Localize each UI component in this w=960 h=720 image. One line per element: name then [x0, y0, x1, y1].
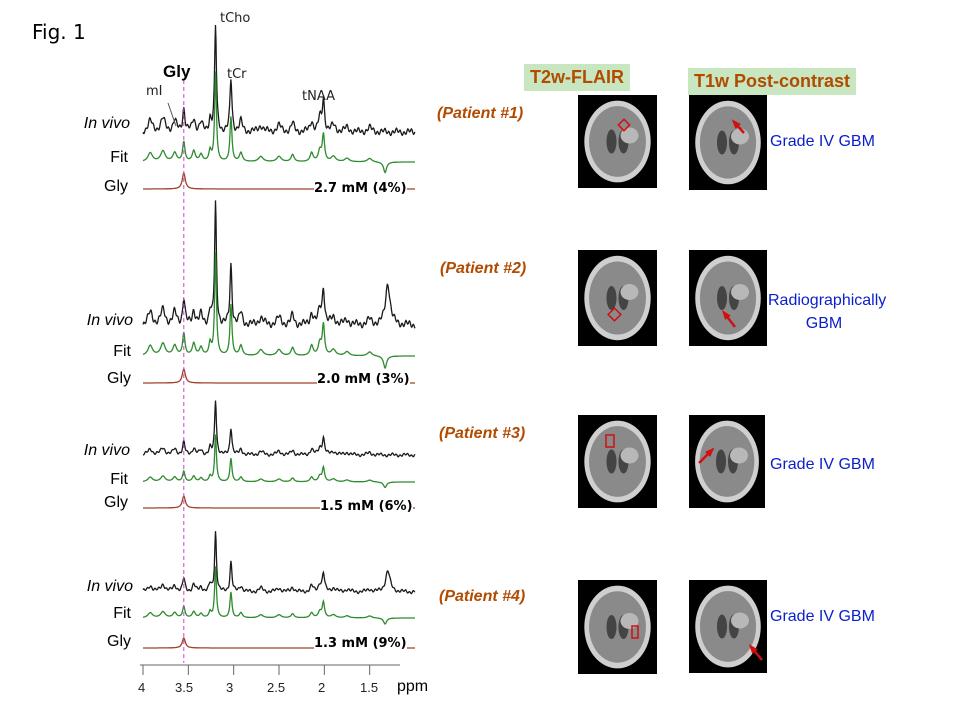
ventricle-left — [717, 614, 727, 639]
peak-label-tcr: tCr — [227, 67, 247, 82]
ventricle-left — [606, 129, 617, 154]
voxel-roi-box — [631, 625, 639, 639]
brain-tissue — [589, 591, 646, 663]
row-label-fit: Fit — [113, 605, 131, 622]
mri-t1w-patient-4 — [689, 580, 767, 673]
voxel-roi-box — [607, 307, 622, 322]
row-label-fit: Fit — [110, 149, 128, 166]
row-label-gly: Gly — [104, 178, 128, 195]
header-t1w-post-contrast: T1w Post-contrast — [688, 68, 857, 95]
mri-flair-patient-3 — [578, 415, 657, 508]
in-vivo-spectrum-line — [142, 400, 416, 458]
arrow-head — [721, 310, 731, 320]
row-label-gly: Gly — [107, 633, 131, 650]
header-t2w-flair: T2w-FLAIR — [524, 64, 630, 91]
brain-tissue — [699, 106, 757, 179]
peak-label-mi: mI — [146, 84, 163, 99]
ventricle-left — [606, 615, 617, 639]
row-label-fit: Fit — [110, 471, 128, 488]
lesion-region — [731, 612, 749, 629]
mri-flair-patient-4 — [578, 580, 657, 674]
row-label-in-vivo: In vivo — [83, 442, 130, 459]
x-tick-label: 3.5 — [175, 680, 194, 695]
patient-label: (Patient #4) — [439, 588, 526, 605]
peak-label-gly: Gly — [163, 62, 191, 81]
ventricle-left — [606, 286, 617, 310]
mi-pointer-line — [167, 102, 177, 127]
arrow-head — [731, 119, 741, 129]
voxel-roi-box — [605, 434, 615, 448]
mri-flair-patient-2 — [578, 250, 657, 346]
patient-label: (Patient #2) — [440, 260, 527, 277]
row-label-in-vivo: In vivo — [83, 115, 130, 132]
ventricle-left — [606, 449, 617, 474]
brain-tissue — [699, 426, 755, 497]
in-vivo-spectrum-line — [142, 531, 416, 595]
gly-concentration: 2.0 mM (3%) — [317, 372, 410, 387]
peak-label-tcho: tCho — [220, 11, 251, 26]
arrow-head — [705, 447, 715, 457]
diagnosis-label: Grade IV GBM — [770, 456, 875, 473]
lesion-region — [620, 127, 639, 144]
brain-tissue — [589, 261, 646, 335]
diagnosis-label: Grade IV GBM — [770, 608, 875, 625]
mri-t1w-patient-2 — [689, 250, 767, 346]
gly-concentration: 1.5 mM (6%) — [320, 499, 413, 514]
ventricle-left — [716, 449, 726, 474]
row-label-gly: Gly — [107, 370, 131, 387]
mri-t1w-patient-1 — [689, 95, 767, 190]
row-label-in-vivo: In vivo — [86, 578, 133, 595]
brain-tissue — [589, 106, 646, 177]
lesion-region — [731, 284, 749, 300]
patient-label: (Patient #3) — [439, 425, 526, 442]
gly-concentration: 2.7 mM (4%) — [314, 181, 407, 196]
diagnosis-label: Grade IV GBM — [770, 133, 875, 150]
lesion-region — [620, 447, 639, 464]
lesion-region — [620, 613, 639, 629]
gly-concentration: 1.3 mM (9%) — [314, 636, 407, 651]
lesion-region — [731, 128, 749, 145]
row-label-in-vivo: In vivo — [86, 312, 133, 329]
fit-spectrum-line — [142, 252, 415, 370]
row-label-gly: Gly — [104, 494, 128, 511]
in-vivo-spectrum-line — [142, 200, 416, 329]
x-axis-unit: ppm — [397, 678, 429, 695]
mri-flair-patient-1 — [578, 95, 657, 188]
lesion-region — [620, 284, 639, 300]
voxel-roi-box — [617, 118, 631, 132]
ventricle-left — [717, 286, 727, 310]
fit-spectrum-line — [142, 434, 415, 489]
fit-spectrum-line — [142, 71, 415, 174]
x-tick-label: 3 — [226, 680, 234, 695]
ventricle-left — [717, 130, 727, 155]
arrow-head — [748, 644, 758, 654]
patient-label: (Patient #1) — [437, 105, 524, 122]
brain-tissue — [699, 591, 757, 662]
brain-tissue — [589, 426, 646, 497]
row-label-fit: Fit — [113, 343, 131, 360]
x-tick-label: 4 — [138, 680, 146, 695]
x-tick-label: 2 — [318, 680, 326, 695]
lesion-region — [730, 447, 748, 464]
x-tick-label: 1.5 — [360, 680, 379, 695]
brain-tissue — [699, 261, 757, 335]
peak-label-tnaa: tNAA — [302, 89, 335, 104]
fit-spectrum-line — [142, 566, 415, 625]
x-tick-label: 2.5 — [267, 680, 286, 695]
diagnosis-label: Radiographically GBM — [768, 292, 887, 332]
mri-t1w-patient-3 — [689, 415, 765, 508]
in-vivo-spectrum-line — [142, 24, 416, 137]
figure-title: Fig. 1 — [32, 20, 86, 44]
